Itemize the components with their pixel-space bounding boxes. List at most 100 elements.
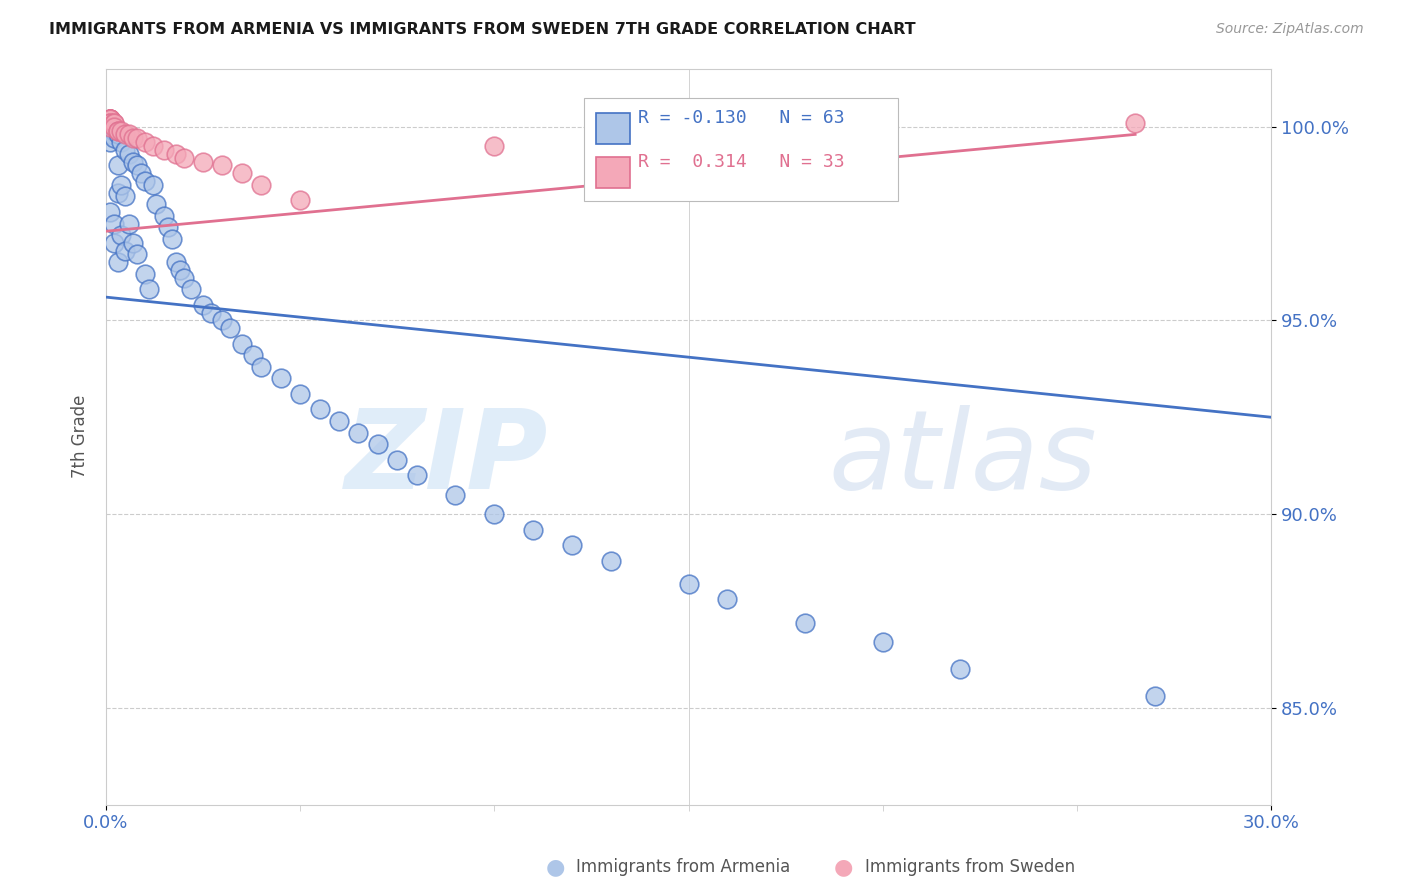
Point [134,174,156,188]
Point [200,305,222,319]
Point [173,151,195,165]
Point [153,209,176,223]
Text: Immigrants from Armenia: Immigrants from Armenia [576,858,790,876]
Point [125,247,148,261]
Point [107,255,129,269]
Point [250,178,273,192]
Point [191,298,214,312]
Point [160,232,183,246]
Point [129,166,152,180]
Point [367,437,389,451]
Point [98,116,121,130]
Point [107,128,129,142]
Point [405,468,427,483]
Point [107,158,129,172]
Point [141,178,163,192]
Point [125,131,148,145]
Point [484,507,506,521]
Point [114,128,136,142]
Point [211,313,233,327]
Point [347,425,370,440]
Point [191,154,214,169]
Point [98,112,121,126]
Point [110,135,132,149]
Point [107,186,129,200]
Point [288,387,311,401]
Point [98,116,121,130]
Point [794,615,817,630]
Point [219,321,242,335]
Point [110,123,132,137]
Point [98,205,121,219]
Text: R =  0.314   N = 33: R = 0.314 N = 33 [638,153,845,171]
Point [328,414,350,428]
Point [165,255,187,269]
Point [103,116,125,130]
Point [308,402,330,417]
Point [242,348,264,362]
Point [949,662,972,676]
Point [107,123,129,137]
Point [138,282,160,296]
Text: Immigrants from Sweden: Immigrants from Sweden [865,858,1074,876]
Text: ●: ● [546,857,565,877]
Point [114,244,136,258]
Point [98,112,121,126]
Point [1143,689,1166,703]
Point [122,235,145,250]
Point [444,488,467,502]
Point [145,197,167,211]
Point [180,282,202,296]
Point [134,135,156,149]
Point [250,359,273,374]
Point [872,635,894,649]
Point [165,146,187,161]
Point [103,217,125,231]
Point [157,220,180,235]
Point [103,120,125,134]
Text: ZIP: ZIP [346,405,548,512]
Point [114,143,136,157]
Point [173,270,195,285]
Point [118,128,141,142]
Point [716,592,738,607]
FancyBboxPatch shape [583,98,898,201]
FancyBboxPatch shape [596,157,630,188]
Point [98,128,121,142]
Text: R = -0.130   N = 63: R = -0.130 N = 63 [638,109,845,127]
Point [561,538,583,552]
Point [118,146,141,161]
Point [114,189,136,203]
Point [103,131,125,145]
Point [125,158,148,172]
Point [122,131,145,145]
Point [211,158,233,172]
Point [98,112,121,126]
Point [231,336,253,351]
Point [107,123,129,137]
Point [110,228,132,243]
Point [231,166,253,180]
Point [387,453,409,467]
Text: Source: ZipAtlas.com: Source: ZipAtlas.com [1216,22,1364,37]
Point [678,123,700,137]
Point [1123,116,1146,130]
Point [169,263,191,277]
Point [122,154,145,169]
Point [118,217,141,231]
Point [153,143,176,157]
Point [103,235,125,250]
Point [141,139,163,153]
Text: IMMIGRANTS FROM ARMENIA VS IMMIGRANTS FROM SWEDEN 7TH GRADE CORRELATION CHART: IMMIGRANTS FROM ARMENIA VS IMMIGRANTS FR… [49,22,915,37]
Point [288,193,311,207]
Point [98,120,121,134]
Point [678,577,700,591]
Point [103,123,125,137]
Point [270,371,292,385]
Point [110,178,132,192]
Text: ●: ● [834,857,853,877]
Point [98,112,121,126]
Point [484,139,506,153]
FancyBboxPatch shape [596,112,630,144]
Point [522,523,544,537]
